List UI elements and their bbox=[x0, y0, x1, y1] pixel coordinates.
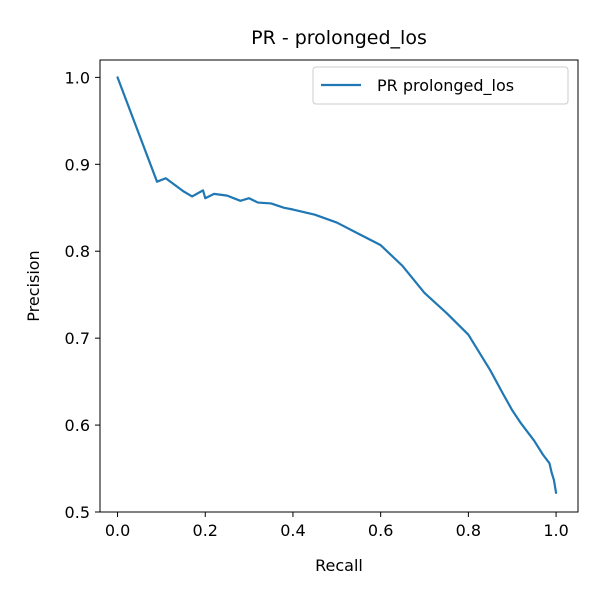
x-tick-label: 0.8 bbox=[456, 521, 481, 540]
y-axis: 0.5 0.6 0.7 0.8 0.9 1.0 bbox=[65, 68, 100, 522]
x-tick-label: 0.0 bbox=[105, 521, 130, 540]
y-tick-label: 0.5 bbox=[65, 503, 90, 522]
y-axis-label: Precision bbox=[24, 250, 43, 321]
x-tick-label: 0.4 bbox=[280, 521, 305, 540]
x-tick-label: 1.0 bbox=[543, 521, 568, 540]
chart-title: PR - prolonged_los bbox=[251, 27, 427, 49]
x-axis: 0.0 0.2 0.4 0.6 0.8 1.0 bbox=[105, 512, 569, 540]
y-tick-label: 1.0 bbox=[65, 68, 90, 87]
legend-label: PR prolonged_los bbox=[377, 76, 514, 96]
plot-frame bbox=[99, 59, 579, 513]
series-line-pr-prolonged-los bbox=[116, 76, 558, 494]
legend-box bbox=[312, 66, 569, 105]
x-tick-label: 0.6 bbox=[368, 521, 393, 540]
y-tick-label: 0.7 bbox=[65, 329, 90, 348]
y-tick-label: 0.9 bbox=[65, 155, 90, 174]
y-tick-label: 0.8 bbox=[65, 242, 90, 261]
plot-area bbox=[99, 59, 579, 513]
x-axis-label: Recall bbox=[315, 556, 363, 575]
x-tick-label: 0.2 bbox=[193, 521, 218, 540]
y-tick-label: 0.6 bbox=[65, 416, 90, 435]
legend: PR prolonged_los bbox=[312, 66, 569, 105]
